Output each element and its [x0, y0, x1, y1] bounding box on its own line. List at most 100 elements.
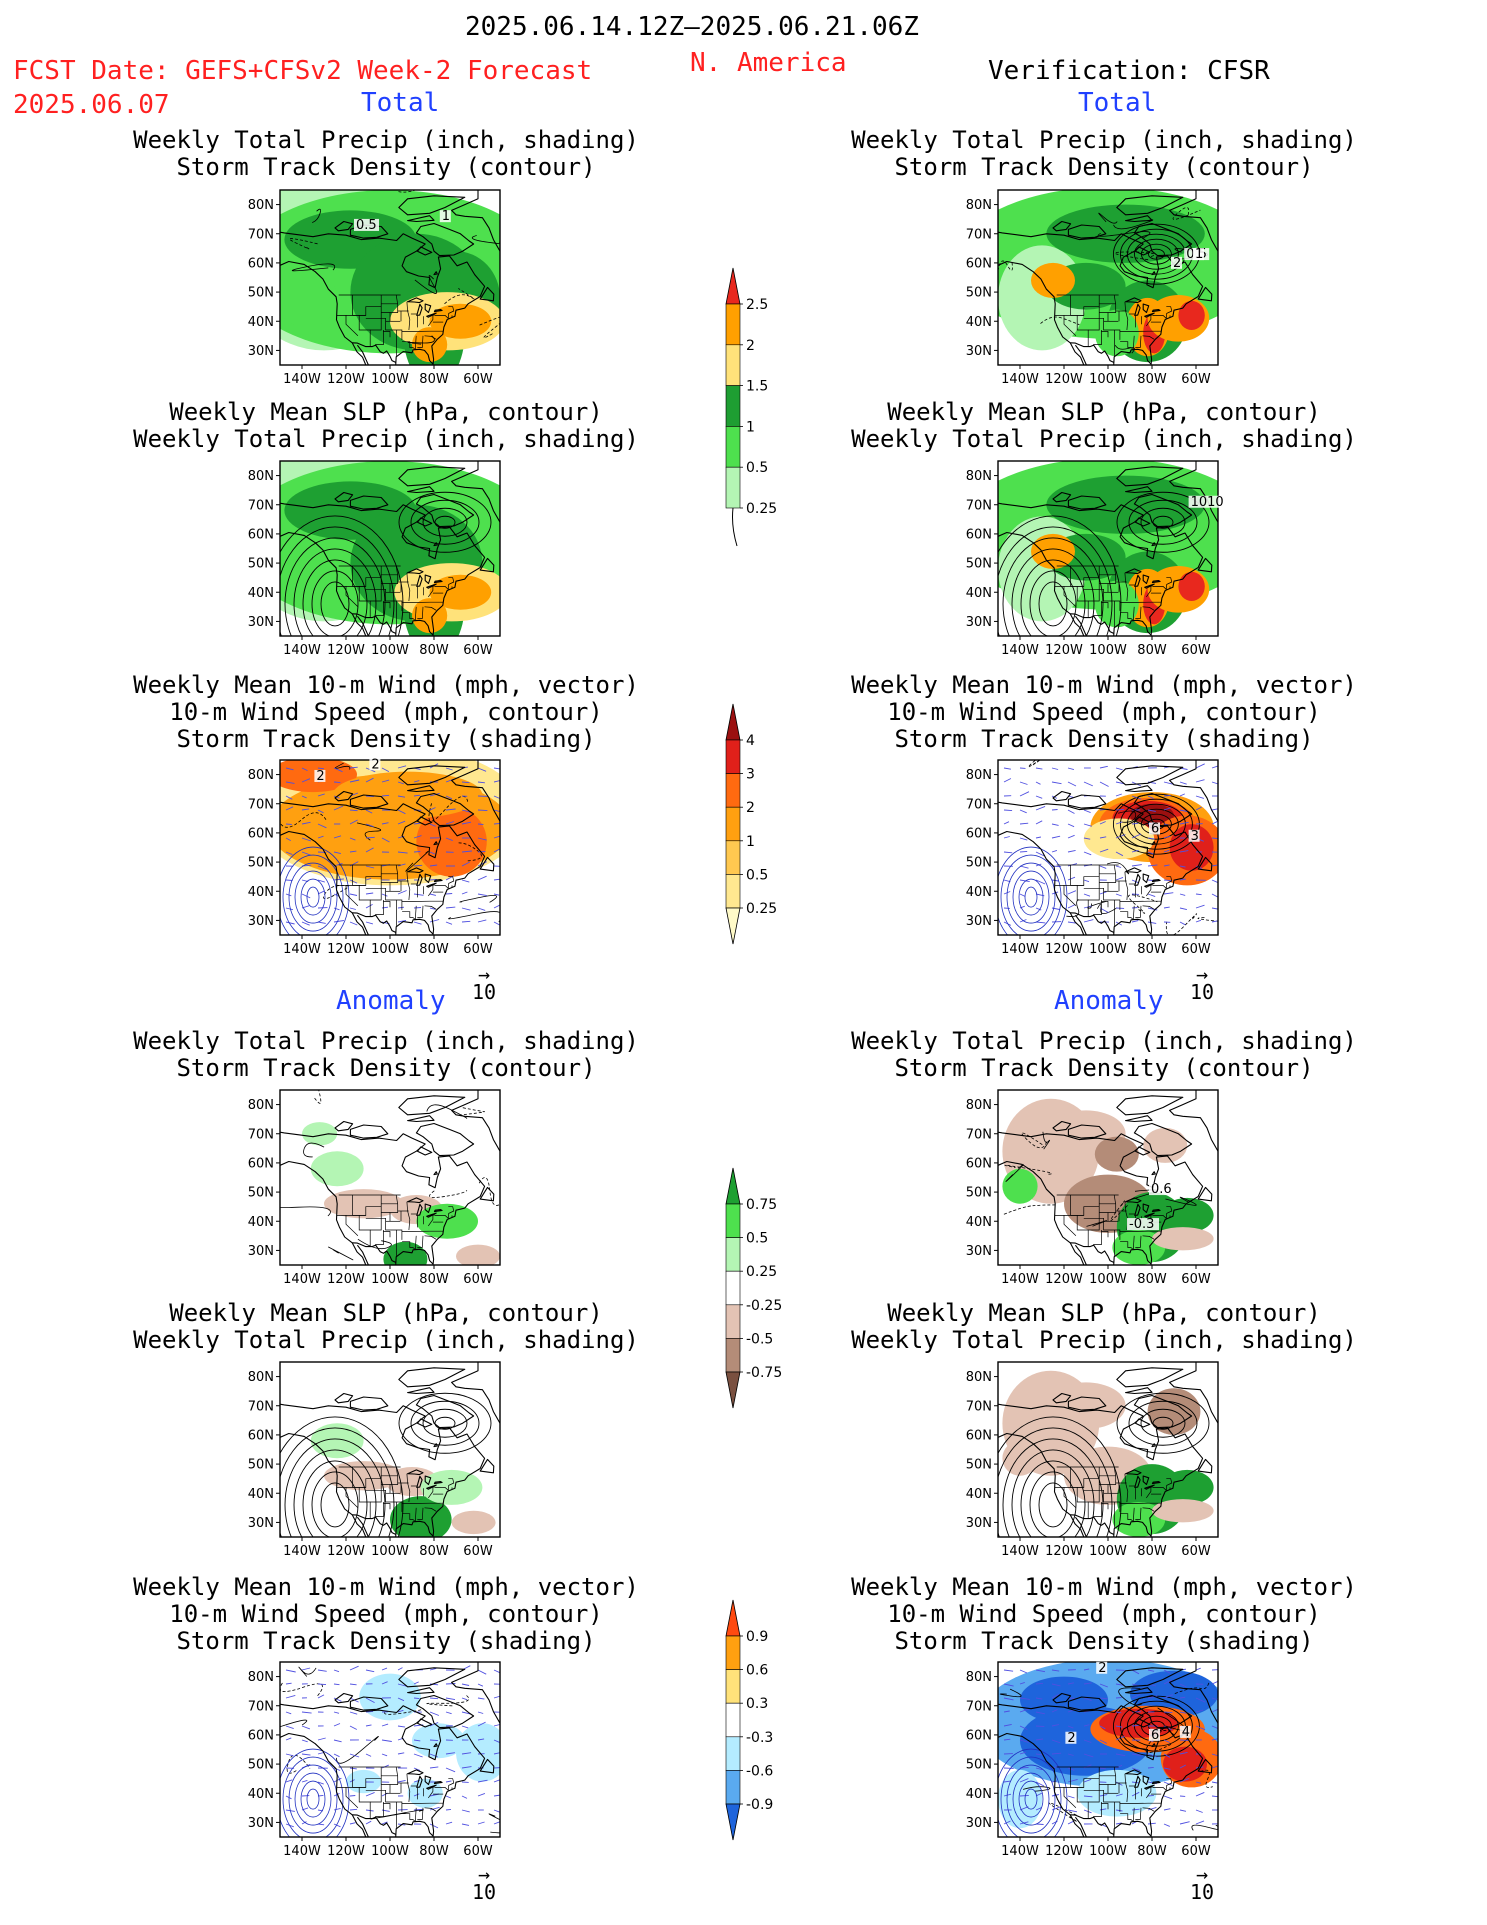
- shade-region: [280, 539, 338, 599]
- lon-label: 100W: [371, 372, 409, 387]
- coastline: [334, 1392, 354, 1404]
- state-border: [406, 1201, 411, 1231]
- colorbar-label: 3: [746, 767, 755, 783]
- coastline: [349, 1124, 389, 1139]
- storm-contour: [1191, 1824, 1218, 1831]
- state-border: [1146, 315, 1152, 327]
- lon-label: 100W: [1089, 372, 1127, 387]
- wind-vector: [301, 851, 312, 856]
- coastline: [1133, 222, 1193, 257]
- coastline: [334, 1692, 354, 1704]
- state-border: [1076, 315, 1089, 347]
- coastline: [1070, 1242, 1114, 1263]
- wind-vector: [429, 864, 438, 867]
- coastline: [416, 303, 423, 316]
- lat-label: 50N: [966, 286, 992, 301]
- title-fcst-total-precip: Weekly Total Precip (inch, shading) Stor…: [133, 126, 639, 181]
- wind-vector: [397, 1752, 405, 1755]
- wind-vector: [349, 1808, 358, 1811]
- state-border: [365, 588, 382, 602]
- wind-speed-contour: [306, 1788, 320, 1810]
- wind-vector: [349, 837, 356, 841]
- lat-label: 50N: [966, 557, 992, 572]
- wind-vector: [317, 921, 326, 924]
- wind-vector: [1115, 865, 1122, 868]
- colorbar-label: 2: [746, 338, 755, 354]
- wind-vector: [1083, 879, 1090, 883]
- lat-label: 50N: [248, 1186, 274, 1201]
- lon-label: 80W: [419, 372, 449, 387]
- state-border: [417, 1507, 424, 1520]
- colorbar-label: -0.5: [746, 1331, 773, 1347]
- wind-vector: [1179, 781, 1187, 785]
- lon-label: 140W: [283, 942, 321, 957]
- wind-vector: [1019, 1794, 1029, 1797]
- lon-label: 60W: [1181, 372, 1211, 387]
- wind-vector: [381, 779, 390, 783]
- wind-vector: [1211, 907, 1218, 910]
- wind-vector: [493, 835, 500, 839]
- state-border: [1120, 612, 1134, 621]
- wind-vector: [285, 1725, 294, 1730]
- lon-label: 60W: [463, 942, 493, 957]
- lat-label: 30N: [248, 1244, 274, 1259]
- state-border: [447, 1778, 455, 1791]
- wind-vector: [1179, 821, 1189, 825]
- wind-vector: [1179, 865, 1186, 868]
- coastline: [1125, 1387, 1153, 1395]
- coastline: [280, 1732, 367, 1837]
- wind-vector: [381, 1821, 388, 1825]
- wind-vector: [493, 1821, 500, 1825]
- map-fcst-anom-precip: 80N 70N 60N 50N 40N 30N 140W 120W 100W 80W 60W: [248, 1089, 501, 1287]
- wind-vector: [397, 1709, 404, 1713]
- wind-vector: [461, 861, 470, 867]
- lon-label: 60W: [1181, 1844, 1211, 1859]
- state-border: [1150, 585, 1153, 587]
- coastline: [433, 1209, 443, 1213]
- shade-region: [1130, 1670, 1218, 1718]
- wind-vector: [1067, 1820, 1074, 1825]
- wind-vector: [1035, 1725, 1045, 1728]
- wind-vector: [493, 848, 500, 853]
- wind-vector: [1019, 850, 1028, 853]
- coastline: [407, 568, 424, 575]
- wind-vector: [429, 1667, 437, 1671]
- wind-vector: [1019, 905, 1025, 909]
- state-border: [1152, 885, 1167, 889]
- lat-label: 30N: [248, 1516, 274, 1531]
- coastline: [349, 1396, 389, 1411]
- wind-vector: [1147, 795, 1154, 800]
- wind-vector: [493, 1752, 500, 1755]
- wind-speed-contour: [1006, 862, 1056, 932]
- wind-vector: [1099, 1725, 1106, 1730]
- state-border: [375, 601, 384, 617]
- lat-label: 80N: [966, 469, 992, 484]
- coastline: [1134, 303, 1141, 316]
- slp-contour: [398, 491, 492, 553]
- wind-vector: [301, 1753, 311, 1756]
- wind-vector: [477, 1683, 484, 1687]
- state-border: [380, 577, 403, 611]
- coastline: [415, 1122, 475, 1157]
- wind-vector: [317, 865, 327, 870]
- coastline: [433, 841, 438, 846]
- wind-vector: [1035, 1767, 1043, 1771]
- storm-contour: [426, 1104, 468, 1119]
- shade-region: [416, 806, 487, 877]
- coastline: [1125, 297, 1142, 304]
- wind-vector: [1147, 864, 1158, 867]
- lat-label: 30N: [966, 1816, 992, 1831]
- state-border: [345, 1487, 359, 1509]
- contour-label: 6: [1151, 821, 1159, 836]
- wind-vector: [1099, 765, 1108, 769]
- coastline: [426, 1212, 437, 1218]
- wind-vector: [445, 906, 456, 909]
- wind-vector: [1211, 765, 1218, 769]
- contour-label: 3: [1191, 829, 1199, 844]
- wind-vector: [333, 907, 340, 911]
- state-border: [1063, 885, 1077, 907]
- contour-label-bg: [369, 758, 381, 771]
- coastline: [1116, 195, 1184, 216]
- state-border: [428, 885, 434, 897]
- lat-label: 40N: [966, 315, 992, 330]
